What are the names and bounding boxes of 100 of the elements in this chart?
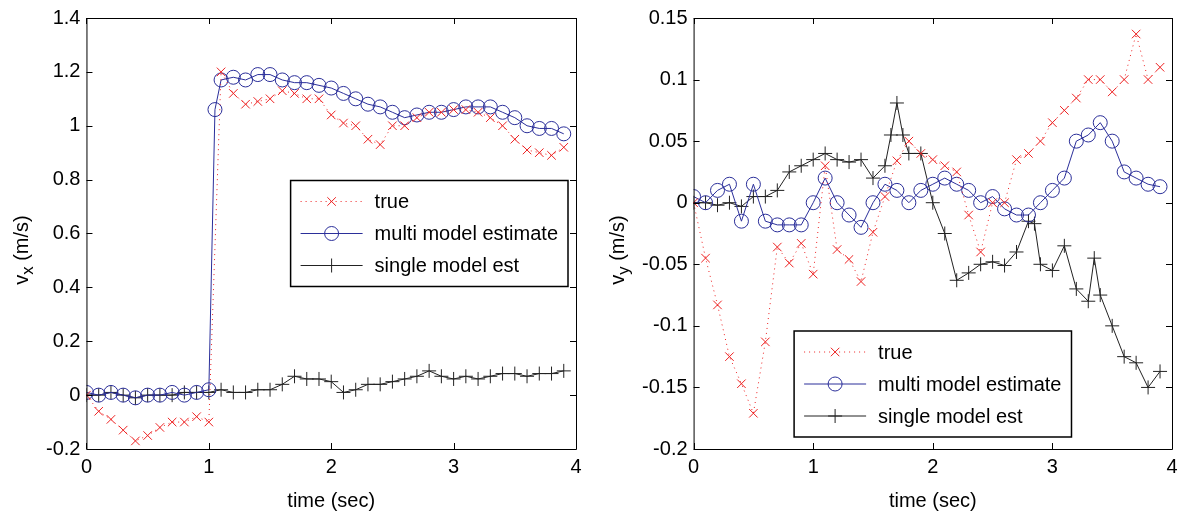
point xyxy=(793,217,809,233)
point xyxy=(274,376,290,392)
point xyxy=(323,374,339,390)
point xyxy=(1119,74,1129,85)
x-tick-label: 4 xyxy=(570,454,582,477)
point xyxy=(829,195,845,211)
point xyxy=(883,127,899,143)
point xyxy=(299,371,315,387)
point xyxy=(397,110,413,126)
point xyxy=(531,120,547,136)
point xyxy=(1023,148,1034,159)
point xyxy=(1128,355,1144,371)
point xyxy=(901,145,917,161)
point xyxy=(844,254,854,265)
point xyxy=(769,217,785,233)
point xyxy=(409,107,425,123)
point xyxy=(832,244,842,255)
point xyxy=(106,414,116,425)
point xyxy=(895,127,911,143)
point xyxy=(458,368,474,384)
point xyxy=(289,88,300,99)
point xyxy=(287,75,303,91)
y-tick-label: 0.1 xyxy=(659,67,688,90)
y-tick-label: 0.8 xyxy=(52,167,81,190)
point xyxy=(311,77,327,93)
x-tick-label: 3 xyxy=(1046,454,1058,477)
point xyxy=(949,176,965,192)
point xyxy=(733,213,749,229)
point xyxy=(277,85,288,96)
point xyxy=(1059,105,1070,116)
point xyxy=(901,195,917,211)
point xyxy=(805,152,821,168)
x-tick-label: 4 xyxy=(1166,454,1178,477)
x-axis-title: time (sec) xyxy=(888,488,977,511)
point xyxy=(853,152,869,168)
y-tick-label: -0.2 xyxy=(45,436,81,459)
point xyxy=(1116,349,1132,365)
point xyxy=(302,94,312,104)
point xyxy=(348,91,364,107)
point xyxy=(1056,170,1072,186)
point xyxy=(519,118,535,134)
point xyxy=(1092,287,1108,303)
point xyxy=(228,88,239,99)
point xyxy=(793,158,809,174)
point xyxy=(338,118,349,128)
point xyxy=(225,69,241,85)
point xyxy=(1020,213,1036,229)
point xyxy=(167,417,177,427)
point xyxy=(1071,93,1082,103)
point xyxy=(360,376,376,392)
point xyxy=(877,158,893,174)
point xyxy=(250,382,266,398)
point xyxy=(999,197,1010,208)
point xyxy=(757,213,773,229)
point xyxy=(519,368,535,384)
point xyxy=(913,182,929,198)
x-tick-label: 2 xyxy=(325,454,337,477)
point xyxy=(889,182,905,198)
y-tick-label: -0.1 xyxy=(653,313,688,336)
point xyxy=(544,366,560,382)
point xyxy=(274,72,290,88)
point xyxy=(323,80,339,96)
point xyxy=(482,368,498,384)
point xyxy=(1032,195,1048,211)
point xyxy=(387,121,398,131)
point xyxy=(817,145,833,161)
point xyxy=(507,366,523,382)
point xyxy=(544,120,560,136)
point xyxy=(781,164,797,180)
point xyxy=(384,104,400,120)
point xyxy=(1056,238,1072,254)
x-tick-label: 3 xyxy=(448,454,460,477)
point xyxy=(817,170,833,186)
point xyxy=(961,182,977,198)
point xyxy=(1152,363,1168,379)
point xyxy=(937,226,953,241)
point xyxy=(507,110,523,126)
point xyxy=(975,247,986,257)
point xyxy=(204,417,214,427)
point xyxy=(326,110,336,120)
point xyxy=(1009,207,1025,223)
point xyxy=(760,337,771,347)
point xyxy=(335,85,351,101)
point xyxy=(829,152,845,168)
point xyxy=(940,161,950,171)
y-tick-label: 0.05 xyxy=(648,128,688,151)
point xyxy=(495,366,511,382)
point xyxy=(904,136,914,146)
point xyxy=(375,139,385,150)
point xyxy=(949,272,965,288)
point xyxy=(841,154,857,170)
point xyxy=(130,436,141,446)
point xyxy=(1116,164,1132,180)
point xyxy=(495,104,511,120)
point xyxy=(808,269,818,279)
point xyxy=(421,363,437,379)
point xyxy=(1083,74,1094,85)
point xyxy=(372,376,388,392)
y-tick-label: 0.2 xyxy=(52,328,81,351)
point xyxy=(93,406,104,417)
